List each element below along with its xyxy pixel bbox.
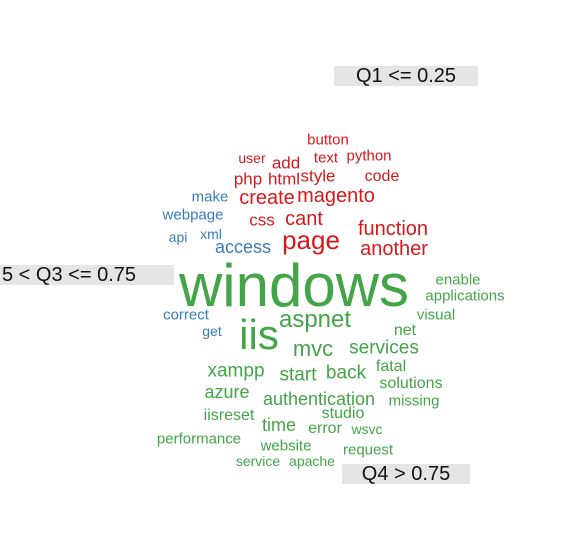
word-error: error <box>308 420 342 437</box>
word-studio: studio <box>321 405 365 422</box>
word-wsvc: wsvc <box>351 421 383 437</box>
word-applications: applications <box>425 287 505 305</box>
q4-label: Q4 > 0.75 <box>342 464 470 484</box>
word-request: request <box>342 441 394 459</box>
word-visual: visual <box>416 306 456 324</box>
word-enable: enable <box>435 271 481 289</box>
word-authentication: authentication <box>262 389 376 409</box>
word-magento: magento <box>297 185 375 207</box>
word-style: style <box>300 166 336 186</box>
word-missing: missing <box>388 392 440 410</box>
word-aspnet: aspnet <box>278 306 352 333</box>
word-fatal: fatal <box>375 358 407 375</box>
word-text: text <box>313 149 339 167</box>
word-cant: cant <box>285 208 323 230</box>
word-back: back <box>325 362 367 384</box>
word-html: html <box>267 169 301 189</box>
word-iis: iis <box>239 311 279 358</box>
word-service: service <box>235 453 281 469</box>
word-css: css <box>249 210 275 230</box>
word-start: start <box>279 364 317 386</box>
word-time: time <box>261 415 297 435</box>
word-code: code <box>364 168 400 185</box>
word-apache: apache <box>289 453 335 469</box>
word-function: function <box>357 218 429 240</box>
word-make: make <box>191 188 229 206</box>
word-user: user <box>238 150 266 166</box>
q3-label: 5 < Q3 <= 0.75 <box>0 265 174 285</box>
word-webpage: webpage <box>162 206 224 224</box>
word-correct: correct <box>163 306 209 324</box>
word-azure: azure <box>204 382 250 402</box>
word-performance: performance <box>156 430 242 448</box>
word-xml: xml <box>200 226 222 242</box>
word-iisreset: iisreset <box>203 407 255 424</box>
q1-label: Q1 <= 0.25 <box>334 66 478 86</box>
word-xampp: xampp <box>207 360 265 382</box>
word-button: button <box>307 131 349 149</box>
word-page: page <box>282 225 340 255</box>
word-php: php <box>233 169 263 189</box>
word-services: services <box>349 337 419 359</box>
word-access: access <box>214 237 272 257</box>
word-another: another <box>360 238 428 260</box>
word-windows: windows <box>178 252 410 319</box>
word-get: get <box>202 323 222 339</box>
word-create: create <box>239 187 295 209</box>
word-solutions: solutions <box>379 375 443 392</box>
word-api: api <box>168 229 188 245</box>
word-website: website <box>260 437 312 455</box>
word-net: net <box>393 322 417 339</box>
word-mvc: mvc <box>292 336 334 361</box>
word-add: add <box>271 153 301 173</box>
word-python: python <box>346 147 392 165</box>
